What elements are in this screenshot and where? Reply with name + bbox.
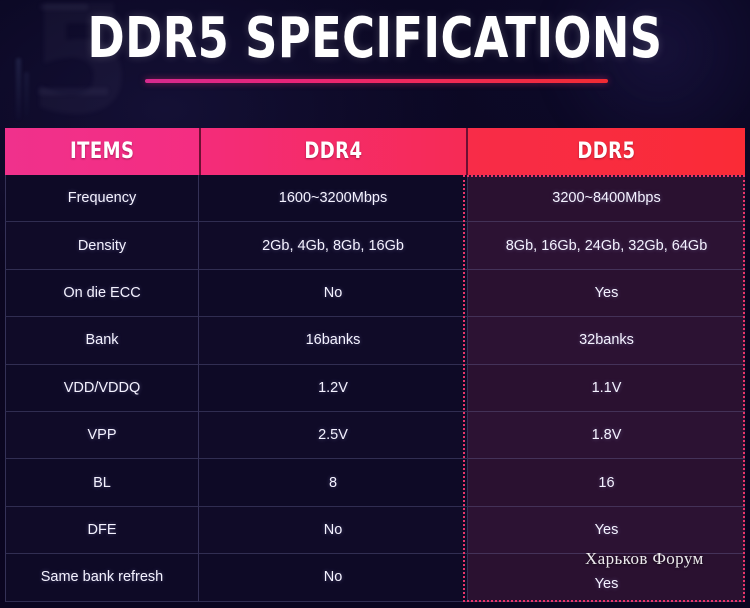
column-header-items: ITEMS [5, 128, 199, 175]
cell-item: Bank [5, 317, 199, 365]
table-row: BL 8 16 [5, 459, 745, 507]
cell-ddr4: 8 [199, 459, 468, 507]
cell-ddr4: 1.2V [199, 364, 468, 412]
cell-ddr4: 16banks [199, 317, 468, 365]
cell-item: On die ECC [5, 269, 199, 318]
ghost-bar-two [24, 72, 29, 118]
cell-ddr5: 32banks [468, 317, 745, 365]
column-header-ddr4-label: DDR4 [304, 139, 363, 164]
cell-ddr4: 2Gb, 4Gb, 8Gb, 16Gb [199, 222, 468, 270]
table-row: Same bank refresh No Yes [5, 554, 745, 602]
cell-ddr5: Yes [468, 506, 745, 555]
watermark: Харьков Форум [585, 549, 704, 568]
cell-ddr5: 1.1V [468, 364, 745, 412]
cell-ddr4: 1600~3200Mbps [199, 175, 468, 223]
table-row: Bank 16banks 32banks [5, 317, 745, 365]
cell-ddr5: Yes [468, 269, 745, 318]
title-underline-rule [145, 79, 608, 83]
cell-item: VPP [5, 411, 199, 460]
cell-ddr5: 3200~8400Mbps [468, 175, 745, 223]
table-row: Density 2Gb, 4Gb, 8Gb, 16Gb 8Gb, 16Gb, 2… [5, 222, 745, 270]
cell-ddr4: No [199, 269, 468, 318]
cell-ddr5: 16 [468, 459, 745, 507]
cell-ddr5: 8Gb, 16Gb, 24Gb, 32Gb, 64Gb [468, 222, 745, 270]
table-row: VDD/VDDQ 1.2V 1.1V [5, 364, 745, 412]
cell-item: Frequency [5, 175, 199, 223]
column-header-ddr4: DDR4 [199, 128, 468, 175]
bottom-edge-strip [0, 602, 750, 608]
cell-item: VDD/VDDQ [5, 364, 199, 412]
table-row: Frequency 1600~3200Mbps 3200~8400Mbps [5, 175, 745, 223]
specs-table: ITEMS DDR4 DDR5 Frequency 1600~3200Mbps … [5, 128, 745, 602]
cell-item: Density [5, 222, 199, 270]
cell-item: Same bank refresh [5, 554, 199, 602]
ghost-text-block-one [38, 88, 108, 95]
cell-item: BL [5, 459, 199, 507]
column-header-items-label: ITEMS [69, 139, 135, 164]
cell-ddr5: 1.8V [468, 411, 745, 460]
column-header-ddr5: DDR5 [468, 128, 745, 175]
cell-item: DFE [5, 506, 199, 555]
cell-ddr4: No [199, 554, 468, 602]
ghost-bar-one [16, 58, 21, 120]
table-row: On die ECC No Yes [5, 269, 745, 318]
column-header-ddr5-label: DDR5 [577, 139, 636, 164]
page-title: DDR5 SPECIFICATIONS [87, 6, 663, 71]
table-row: VPP 2.5V 1.8V [5, 411, 745, 460]
table-header-row: ITEMS DDR4 DDR5 [5, 128, 745, 175]
cell-ddr4: 2.5V [199, 411, 468, 460]
cell-ddr4: No [199, 506, 468, 555]
table-row: DFE No Yes [5, 506, 745, 555]
